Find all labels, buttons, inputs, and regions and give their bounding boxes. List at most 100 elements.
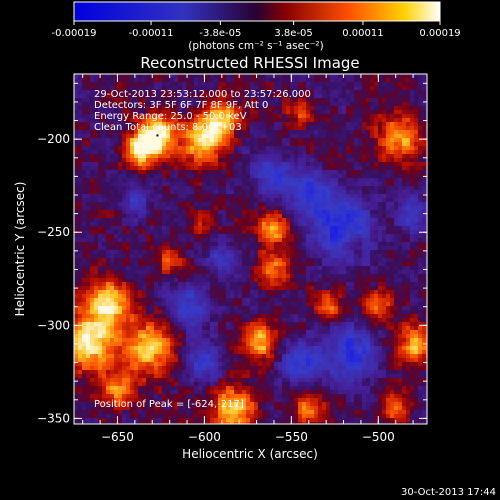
heatmap-cell (214, 242, 219, 247)
heatmap-cell (254, 122, 259, 127)
heatmap-cell (410, 170, 415, 175)
heatmap-cell (254, 106, 259, 111)
heatmap-cell (182, 266, 187, 271)
heatmap-cell (94, 290, 99, 295)
heatmap-cell (318, 166, 323, 171)
heatmap-cell (198, 190, 203, 195)
heatmap-cell (238, 86, 243, 91)
heatmap-cell (138, 158, 143, 163)
heatmap-cell (382, 282, 387, 287)
heatmap-cell (310, 238, 315, 243)
heatmap-cell (322, 210, 327, 215)
heatmap-cell (262, 134, 267, 139)
heatmap-cell (170, 162, 175, 167)
heatmap-cell (258, 166, 263, 171)
heatmap-cell (98, 254, 103, 259)
heatmap-cell (210, 286, 215, 291)
heatmap-cell (134, 170, 139, 175)
heatmap-cell (90, 250, 95, 255)
heatmap-cell (210, 210, 215, 215)
heatmap-cell (358, 146, 363, 151)
heatmap-cell (318, 294, 323, 299)
heatmap-cell (270, 226, 275, 231)
heatmap-cell (198, 122, 203, 127)
heatmap-cell (86, 210, 91, 215)
heatmap-cell (186, 122, 191, 127)
heatmap-cell (338, 286, 343, 291)
heatmap-cell (162, 138, 167, 143)
heatmap-cell (374, 238, 379, 243)
heatmap-cell (310, 118, 315, 123)
heatmap-cell (166, 150, 171, 155)
heatmap-cell (378, 202, 383, 207)
heatmap-cell (330, 146, 335, 151)
heatmap-cell (342, 158, 347, 163)
heatmap-cell (90, 242, 95, 247)
heatmap-cell (234, 90, 239, 95)
heatmap-cell (370, 194, 375, 199)
heatmap-cell (94, 242, 99, 247)
heatmap-cell (234, 198, 239, 203)
heatmap-cell (130, 186, 135, 191)
heatmap-cell (178, 250, 183, 255)
heatmap-cell (282, 138, 287, 143)
heatmap-cell (314, 286, 319, 291)
heatmap-cell (150, 138, 155, 143)
heatmap-cell (182, 110, 187, 115)
heatmap-cell (90, 226, 95, 231)
heatmap-cell (102, 94, 107, 99)
heatmap-cell (146, 250, 151, 255)
heatmap-cell (422, 242, 427, 247)
heatmap-cell (86, 246, 91, 251)
heatmap-cell (194, 222, 199, 227)
heatmap-cell (254, 194, 259, 199)
heatmap-cell (266, 214, 271, 219)
heatmap-cell (170, 254, 175, 259)
heatmap-cell (358, 290, 363, 295)
heatmap-cell (262, 286, 267, 291)
heatmap-cell (150, 166, 155, 171)
heatmap-cell (106, 226, 111, 231)
heatmap-cell (214, 110, 219, 115)
heatmap-cell (222, 74, 227, 79)
heatmap-cell (218, 110, 223, 115)
heatmap-cell (386, 190, 391, 195)
heatmap-cell (182, 270, 187, 275)
heatmap-cell (182, 238, 187, 243)
heatmap-cell (182, 90, 187, 95)
heatmap-cell (274, 158, 279, 163)
heatmap-cell (194, 102, 199, 107)
heatmap-cell (106, 210, 111, 215)
heatmap-cell (82, 258, 87, 263)
heatmap-cell (202, 230, 207, 235)
heatmap-cell (314, 254, 319, 259)
heatmap-cell (410, 158, 415, 163)
heatmap-cell (398, 122, 403, 127)
heatmap-cell (278, 118, 283, 123)
heatmap-cell (138, 286, 143, 291)
heatmap-cell (298, 198, 303, 203)
heatmap-cell (242, 74, 247, 79)
heatmap-cell (214, 202, 219, 207)
heatmap-cell (386, 98, 391, 103)
heatmap-cell (370, 274, 375, 279)
heatmap-cell (370, 250, 375, 255)
heatmap-cell (202, 278, 207, 283)
heatmap-cell (322, 82, 327, 87)
heatmap-cell (362, 242, 367, 247)
heatmap-cell (154, 250, 159, 255)
heatmap-cell (394, 126, 399, 131)
heatmap-cell (158, 110, 163, 115)
heatmap-cell (182, 250, 187, 255)
heatmap-cell (410, 202, 415, 207)
heatmap-cell (374, 154, 379, 159)
heatmap-cell (182, 94, 187, 99)
heatmap-cell (106, 218, 111, 223)
heatmap-cell (170, 210, 175, 215)
heatmap-cell (326, 234, 331, 239)
heatmap-cell (74, 98, 79, 103)
heatmap-cell (194, 194, 199, 199)
heatmap-cell (98, 90, 103, 95)
heatmap-cell (82, 118, 87, 123)
heatmap-cell (250, 174, 255, 179)
